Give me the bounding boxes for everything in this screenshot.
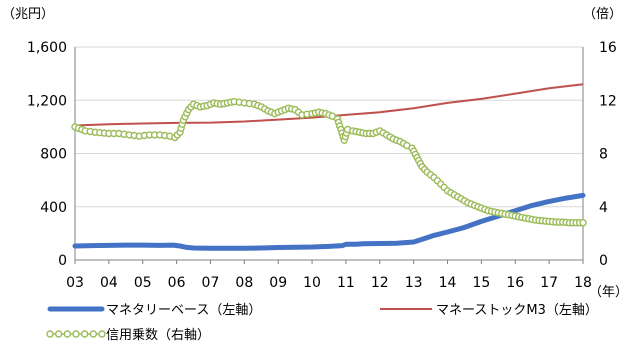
legend-marker [98, 330, 106, 338]
legend-item-1: マネーストックM3（左軸） [380, 303, 598, 318]
x-tick-label: 16 [506, 275, 524, 291]
legend-marker [54, 330, 63, 338]
legend-label: マネーストックM3（左軸） [436, 303, 598, 318]
y-left-tick-label: 800 [40, 147, 67, 163]
gridlines [75, 46, 583, 208]
data-point [579, 219, 587, 227]
right-axis-unit: （倍） [583, 7, 622, 22]
series-line [72, 192, 586, 251]
left-axis-unit: （兆円） [2, 7, 54, 22]
y-left-tick-label: 0 [58, 253, 67, 269]
x-tick-label: 10 [303, 275, 321, 291]
x-tick-label: 06 [168, 275, 186, 291]
x-tick-label: 03 [66, 275, 84, 291]
x-tick-label: 15 [472, 275, 490, 291]
series-0 [72, 192, 586, 251]
series-line [74, 83, 584, 127]
legend-item-2: 信用乗数（右軸） [46, 328, 210, 343]
legend-marker [80, 330, 89, 338]
y-right-tick-label: 0 [599, 253, 608, 269]
x-tick-label: 17 [540, 275, 558, 291]
legend-marker [89, 330, 98, 338]
x-tick-label: 14 [439, 275, 457, 291]
legend-marker [72, 330, 80, 338]
x-tick-label: 18 [574, 275, 592, 291]
legend-marker [63, 330, 72, 338]
x-tick-label: 12 [371, 275, 389, 291]
series-1 [74, 83, 584, 127]
legend: マネタリーベース（左軸） マネーストックM3（左軸） 信用乗数（右軸） [46, 303, 598, 343]
x-axis-unit: （年） [589, 285, 626, 300]
y-right-tick-label: 8 [599, 147, 608, 163]
legend-label: 信用乗数（右軸） [106, 328, 210, 343]
axes [74, 47, 584, 264]
x-tick-label: 04 [100, 275, 118, 291]
series-2 [71, 97, 587, 227]
legend-label: マネタリーベース（左軸） [106, 303, 261, 318]
x-tick-label: 08 [235, 275, 253, 291]
legend-item-0: マネタリーベース（左軸） [47, 303, 261, 318]
series-group [71, 83, 587, 251]
series-line [74, 100, 583, 224]
x-tick-label: 05 [134, 275, 152, 291]
y-right-tick-label: 12 [599, 93, 617, 109]
x-tick-label: 13 [405, 275, 423, 291]
y-right-tick-label: 16 [599, 40, 617, 56]
y-left-tick-label: 400 [40, 200, 67, 216]
x-tick-label: 11 [337, 275, 355, 291]
y-right-tick-label: 4 [599, 200, 608, 216]
legend-marker [46, 330, 54, 338]
y-left-tick-label: 1,200 [27, 93, 67, 109]
y-left-tick-label: 1,600 [27, 40, 67, 56]
x-tick-label: 07 [202, 275, 220, 291]
x-tick-label: 09 [269, 275, 287, 291]
